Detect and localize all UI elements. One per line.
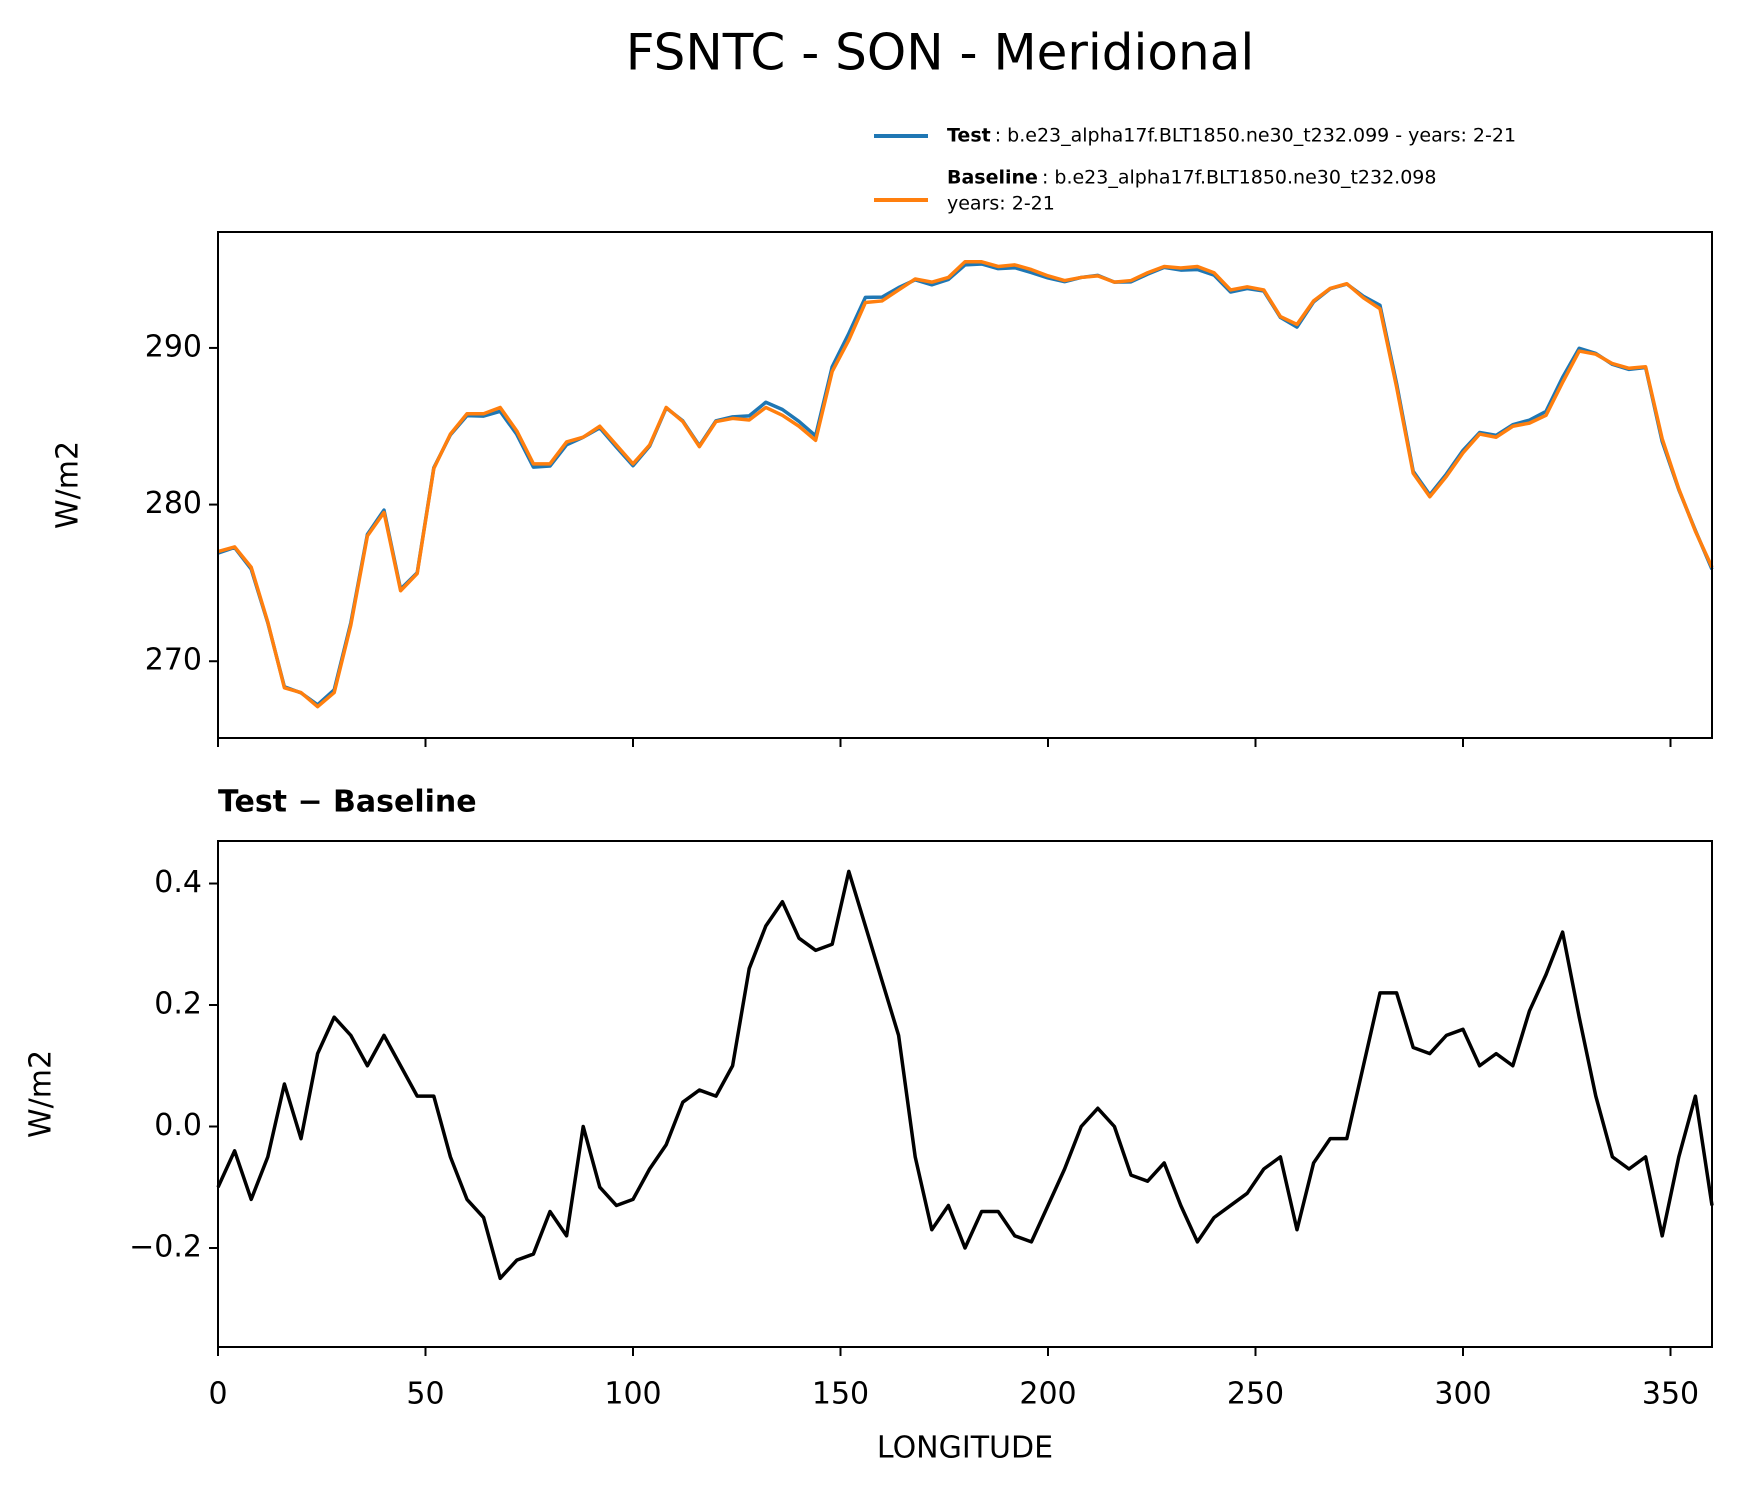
data-line <box>217 262 1714 707</box>
x-tick-label: 350 <box>1642 1377 1699 1412</box>
y-tick-label: 270 <box>145 643 202 678</box>
y-tick-label: −0.2 <box>129 1229 202 1264</box>
x-tick-label: 300 <box>1434 1377 1491 1412</box>
y-tick-label: 0.2 <box>154 987 202 1022</box>
data-line <box>217 260 1714 709</box>
data-line <box>216 869 1714 1281</box>
legend-name: Test <box>947 125 991 147</box>
x-tick-label: 0 <box>208 1377 227 1412</box>
y-tick-label: 290 <box>145 329 202 364</box>
x-tick-label: 50 <box>406 1377 444 1412</box>
axes-frame <box>217 231 1713 739</box>
figure-title: FSNTC - SON - Meridional <box>626 24 1255 82</box>
y-tick-label: 0.4 <box>154 865 202 900</box>
y-axis-label: W/m2 <box>24 1050 59 1138</box>
axes-title: Test − Baseline <box>218 785 477 820</box>
legend-text: : b.e23_alpha17f.BLT1850.ne30_t232.099 -… <box>995 125 1516 147</box>
x-tick-label: 150 <box>812 1377 869 1412</box>
legend-name: Baseline <box>947 167 1038 189</box>
legend-text: : b.e23_alpha17f.BLT1850.ne30_t232.098 <box>1042 167 1437 189</box>
x-axis-label: LONGITUDE <box>877 1431 1053 1466</box>
legend-text: years: 2-21 <box>947 193 1055 215</box>
axes-frame <box>217 840 1713 1348</box>
x-tick-label: 250 <box>1227 1377 1284 1412</box>
x-tick-label: 100 <box>604 1377 661 1412</box>
y-tick-label: 280 <box>145 486 202 521</box>
y-axis-label: W/m2 <box>51 441 86 529</box>
y-tick-label: 0.0 <box>154 1108 202 1143</box>
x-tick-label: 200 <box>1019 1377 1076 1412</box>
